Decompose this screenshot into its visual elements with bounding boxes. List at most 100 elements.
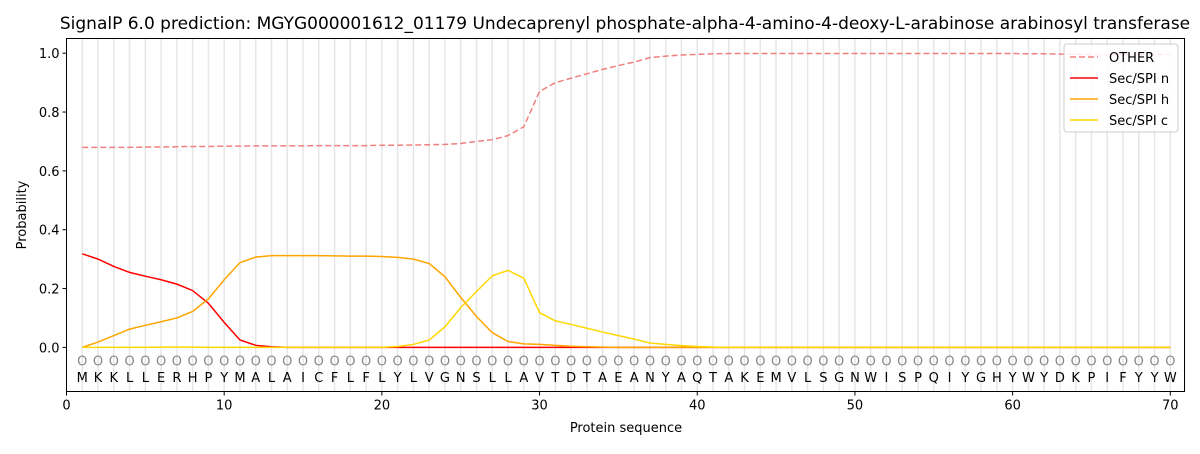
residue-label: G <box>834 371 844 386</box>
residue-marker: O <box>550 355 560 370</box>
residue-marker: O <box>534 355 544 370</box>
x-tick-label: 60 <box>1004 399 1021 414</box>
residue-label: Y <box>1150 371 1159 386</box>
residue-marker: O <box>235 355 245 370</box>
residue-label: W <box>1164 371 1177 386</box>
residue-marker: O <box>424 355 434 370</box>
residue-label: A <box>519 371 528 386</box>
residue-marker: O <box>456 355 466 370</box>
residue-label: F <box>362 371 369 386</box>
residue-label: N <box>645 371 655 386</box>
residue-marker: O <box>1102 355 1112 370</box>
residue-marker: O <box>471 355 481 370</box>
legend-label: Sec/SPI c <box>1109 114 1168 129</box>
residue-label: S <box>472 371 480 386</box>
residue-label: F <box>1119 371 1126 386</box>
x-tick-label: 20 <box>374 399 391 414</box>
residue-label: L <box>268 371 276 386</box>
residue-label: M <box>770 371 781 386</box>
residue-label: Y <box>393 371 402 386</box>
x-tick-label: 30 <box>531 399 548 414</box>
residue-marker: O <box>124 355 134 370</box>
residue-marker: O <box>361 355 371 370</box>
residue-label: Y <box>960 371 969 386</box>
residue-label: N <box>456 371 466 386</box>
residue-label: K <box>94 371 103 386</box>
residue-marker: O <box>408 355 418 370</box>
x-tick-label: 50 <box>847 399 864 414</box>
series-line-other <box>82 52 1171 149</box>
residue-label: L <box>142 371 150 386</box>
x-tick-label: 0 <box>62 399 70 414</box>
residue-label: A <box>251 371 260 386</box>
residue-marker: O <box>298 355 308 370</box>
residue-label: T <box>708 371 717 386</box>
residue-marker: O <box>866 355 876 370</box>
residue-label: V <box>425 371 434 386</box>
residue-marker: O <box>913 355 923 370</box>
residue-label: I <box>885 371 889 386</box>
residue-marker: O <box>818 355 828 370</box>
residue-label: T <box>550 371 559 386</box>
residue-label: E <box>614 371 622 386</box>
residue-marker: O <box>881 355 891 370</box>
residue-label: E <box>756 371 764 386</box>
residue-marker: O <box>1149 355 1159 370</box>
residue-marker: O <box>787 355 797 370</box>
chart-title: SignalP 6.0 prediction: MGYG000001612_01… <box>60 14 1190 34</box>
residue-marker: O <box>1039 355 1049 370</box>
residue-label: L <box>126 371 134 386</box>
residue-label: F <box>331 371 338 386</box>
residue-marker: O <box>976 355 986 370</box>
series-line-sec-spi-c <box>82 269 1171 349</box>
residue-label: T <box>582 371 591 386</box>
residue-label: D <box>566 371 576 386</box>
residue-label: H <box>992 371 1002 386</box>
residue-marker: O <box>77 355 87 370</box>
legend-box <box>1063 43 1179 133</box>
residue-marker: O <box>771 355 781 370</box>
residue-marker: O <box>1023 355 1033 370</box>
residue-label: D <box>1055 371 1065 386</box>
residue-marker: O <box>282 355 292 370</box>
residue-label: W <box>1022 371 1035 386</box>
residue-label: M <box>77 371 88 386</box>
x-tick-label: 40 <box>689 399 706 414</box>
residue-marker: O <box>944 355 954 370</box>
residue-marker: O <box>1118 355 1128 370</box>
residue-marker: O <box>109 355 119 370</box>
residue-marker: O <box>188 355 198 370</box>
legend-label: Sec/SPI n <box>1109 72 1169 87</box>
residue-marker: O <box>345 355 355 370</box>
residue-label: Y <box>1039 371 1048 386</box>
residue-marker: O <box>661 355 671 370</box>
residue-label: V <box>787 371 796 386</box>
residue-label: C <box>314 371 323 386</box>
residue-label: N <box>850 371 860 386</box>
residue-marker: O <box>803 355 813 370</box>
series-line-sec-spi-h <box>82 254 1171 349</box>
y-axis-label: Probability <box>15 180 30 249</box>
residue-marker: O <box>692 355 702 370</box>
residue-marker: O <box>1086 355 1096 370</box>
residue-label: V <box>535 371 544 386</box>
residue-marker: O <box>755 355 765 370</box>
residue-label: L <box>489 371 497 386</box>
residue-marker: O <box>251 355 261 370</box>
residue-marker: O <box>140 355 150 370</box>
residue-marker: O <box>1071 355 1081 370</box>
residue-marker: O <box>393 355 403 370</box>
residue-marker: O <box>629 355 639 370</box>
residue-label: K <box>740 371 749 386</box>
residue-marker: O <box>850 355 860 370</box>
residue-marker: O <box>440 355 450 370</box>
residue-label: G <box>440 371 450 386</box>
residue-marker: O <box>203 355 213 370</box>
residue-marker: O <box>519 355 529 370</box>
x-axis-label: Protein sequence <box>570 421 682 436</box>
residue-marker: O <box>929 355 939 370</box>
residue-label: L <box>504 371 512 386</box>
residue-label: L <box>347 371 355 386</box>
residue-label: P <box>1088 371 1096 386</box>
residue-marker: O <box>1134 355 1144 370</box>
